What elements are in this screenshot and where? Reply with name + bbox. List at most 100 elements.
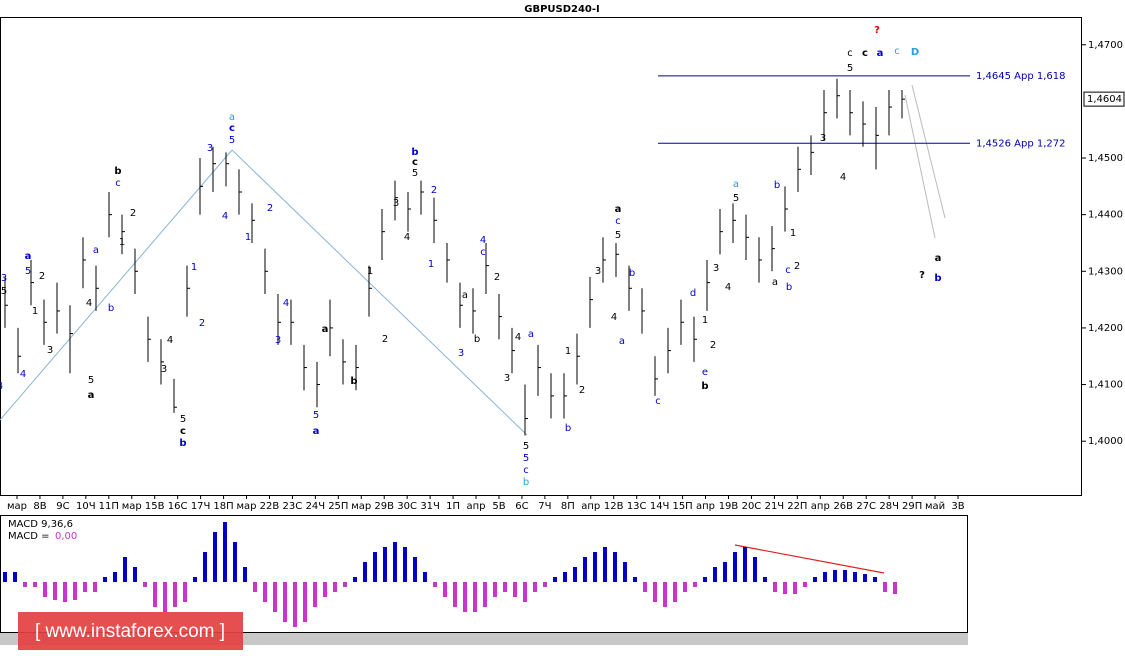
macd-name: MACD 9,36,6	[8, 519, 73, 530]
macd-bar	[533, 582, 537, 592]
wave-label: 4	[725, 282, 731, 293]
wave-label: 5	[523, 441, 529, 452]
macd-bar	[303, 582, 307, 622]
wave-label: b	[179, 438, 186, 449]
macd-bar	[793, 582, 797, 594]
wave-label: b	[474, 334, 480, 345]
wave-label: 5	[412, 168, 418, 179]
wave-label: 3	[393, 198, 399, 209]
macd-bar	[3, 572, 7, 582]
wave-label: 2	[382, 334, 388, 345]
wave-label: 3	[713, 263, 719, 274]
macd-bar	[383, 547, 387, 582]
macd-bar	[393, 542, 397, 582]
x-tick-label: 5В	[492, 501, 505, 512]
main-frame	[0, 17, 1082, 496]
macd-bar	[633, 577, 637, 582]
wave-label: 1	[367, 266, 373, 277]
watermark: [ www.instaforex.com ]	[35, 621, 225, 642]
macd-bar	[823, 572, 827, 582]
macd-bar	[373, 552, 377, 582]
x-tick-label: апр	[696, 501, 715, 512]
x-tick-label: апр	[581, 501, 600, 512]
wave-label: 2	[199, 318, 205, 329]
macd-bar	[173, 582, 177, 607]
macd-bar	[603, 547, 607, 582]
wave-label: c	[615, 216, 621, 227]
wave-label: 1	[119, 237, 125, 248]
x-tick-label: 27С	[856, 501, 876, 512]
x-tick-label: мар	[351, 501, 371, 512]
trend-line	[231, 149, 528, 436]
wave-label: d	[690, 288, 696, 299]
x-tick-label: 24Ч	[306, 501, 326, 512]
x-tick-label: 11П	[99, 501, 119, 512]
wave-label: a	[619, 336, 625, 347]
wave-label: b	[350, 376, 357, 387]
wave-label: b	[774, 180, 780, 191]
y-tick-label: 1,4700	[1088, 40, 1123, 51]
macd-bar	[423, 572, 427, 582]
wave-label: 1	[32, 306, 38, 317]
macd-bar	[123, 557, 127, 582]
wave-label: a	[935, 253, 942, 264]
macd-divergence-line	[734, 544, 885, 574]
wave-label: 1	[790, 228, 796, 239]
x-tick-label: 13С	[627, 501, 647, 512]
wave-label: 4	[283, 298, 289, 309]
x-tick-label: 28Ч	[879, 501, 899, 512]
macd-bar	[253, 582, 257, 592]
wave-label: 2	[130, 208, 136, 219]
x-tick-label: 1П	[446, 501, 460, 512]
macd-bar	[763, 577, 767, 582]
wave-label: a	[877, 48, 884, 59]
wave-label: 4	[480, 235, 486, 246]
macd-bar	[33, 582, 37, 587]
x-tick-label: 21Ч	[765, 501, 785, 512]
macd-bar	[863, 574, 867, 582]
wave-label: a	[322, 324, 329, 335]
macd-bar	[283, 582, 287, 622]
wave-label: a	[528, 329, 534, 340]
macd-bar	[733, 552, 737, 582]
wave-label: 3	[47, 345, 53, 356]
x-tick-label: 31Ч	[420, 501, 440, 512]
macd-bar	[573, 567, 577, 582]
macd-bar	[413, 557, 417, 582]
macd-bar	[293, 582, 297, 627]
x-tick-label: 18П	[213, 501, 233, 512]
macd-bar	[873, 577, 877, 582]
trend-line	[0, 149, 233, 421]
x-tick-label: 23С	[283, 501, 303, 512]
macd-bar	[713, 567, 717, 582]
y-tick-label: 1,4100	[1088, 380, 1123, 391]
wave-label: 1	[565, 346, 571, 357]
wave-label: c	[847, 48, 853, 59]
macd-bar	[693, 582, 697, 587]
wave-label: c	[412, 157, 418, 168]
macd-bar	[803, 582, 807, 587]
macd-bar	[773, 582, 777, 592]
macd-bar	[593, 552, 597, 582]
macd-bar	[623, 562, 627, 582]
x-tick-label: 10Ч	[76, 501, 96, 512]
macd-bar	[333, 582, 337, 592]
forecast-line	[911, 84, 946, 219]
macd-bar	[93, 582, 97, 592]
x-tick-label: мар	[236, 501, 256, 512]
watermark-box	[18, 612, 243, 650]
macd-bar	[83, 582, 87, 592]
y-tick-label: 1,4400	[1088, 210, 1123, 221]
wave-label: 4	[167, 335, 173, 346]
x-tick-label: 9С	[56, 501, 69, 512]
wave-label: 5	[1, 286, 7, 297]
macd-bar	[353, 577, 357, 582]
macd-bar	[313, 582, 317, 607]
macd-bar	[503, 582, 507, 592]
wave-label: 3	[207, 143, 213, 154]
x-tick-label: 6С	[515, 501, 528, 512]
wave-label: a	[772, 277, 778, 288]
macd-bar	[563, 572, 567, 582]
wave-label: 3	[1, 273, 7, 284]
